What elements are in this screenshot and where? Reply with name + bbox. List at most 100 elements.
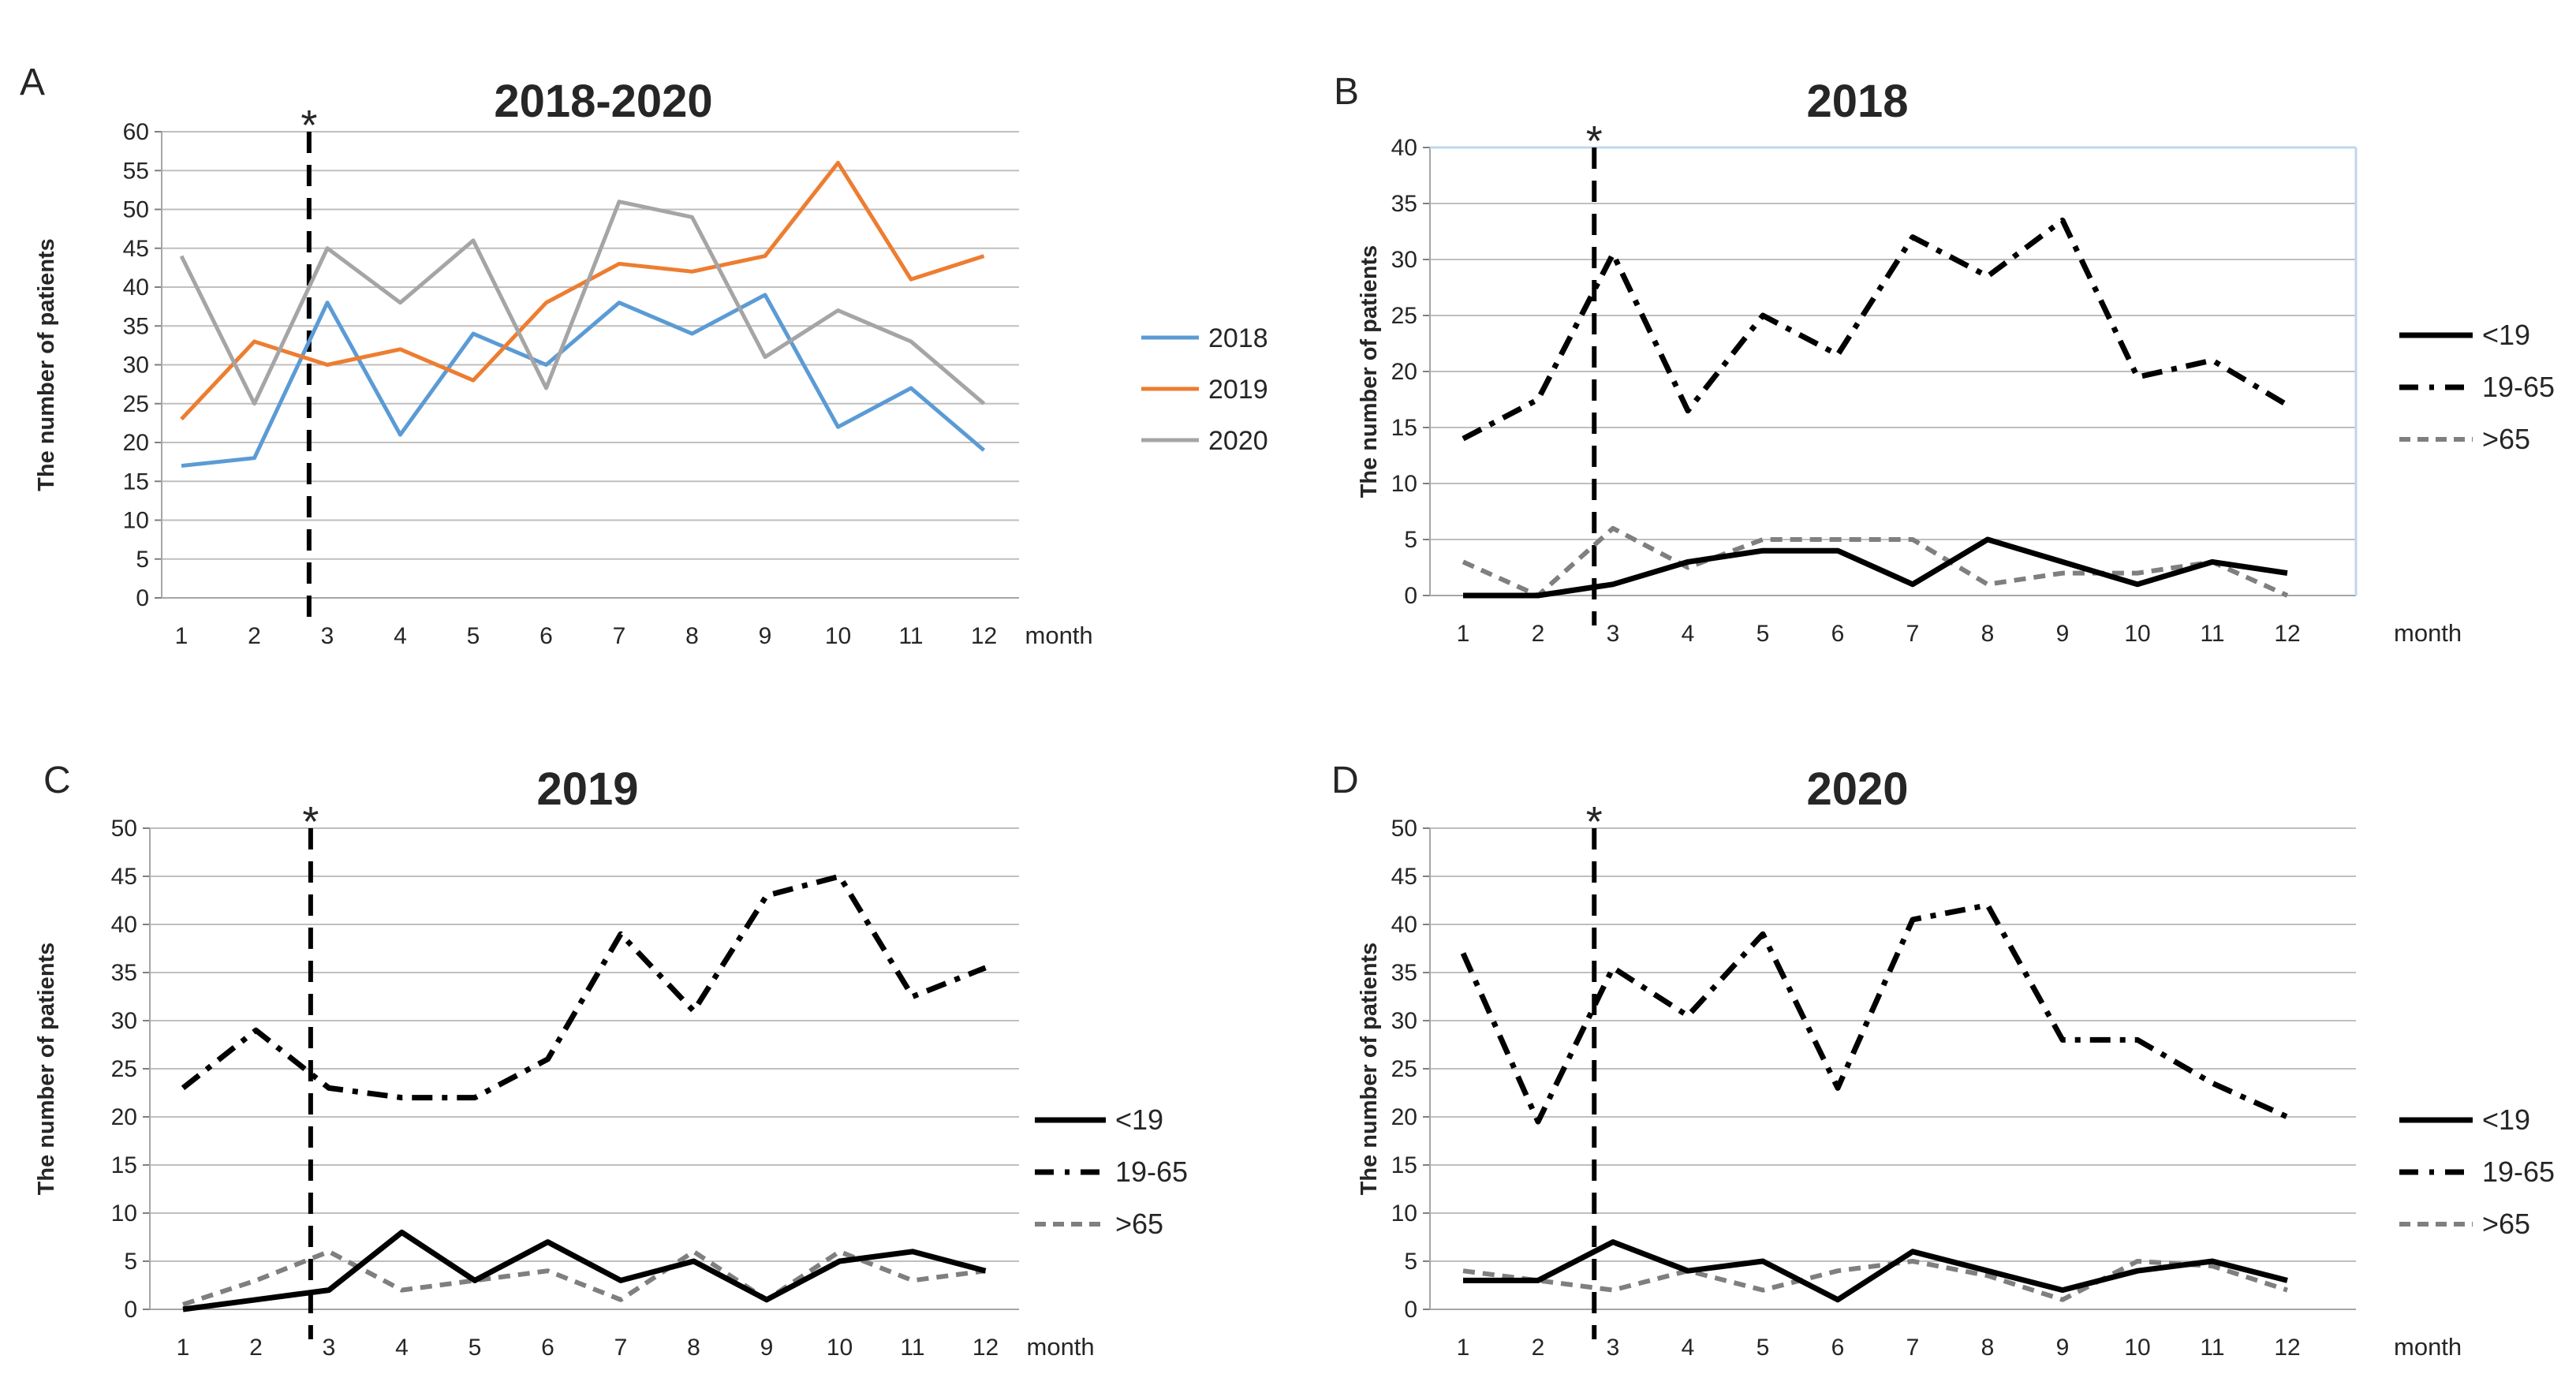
x-tick-label: 12 [973,1335,999,1361]
x-tick-label: 11 [900,1335,924,1361]
panel-title: 2018-2020 [494,76,712,127]
y-tick-label: 15 [1391,1152,1417,1178]
y-tick-label: 50 [123,197,149,223]
y-tick-label: 25 [1391,303,1417,329]
legend-label-<19: <19 [1115,1103,1163,1136]
x-axis-unit-label: month [2394,1333,2462,1361]
y-tick-label: 10 [123,508,149,534]
x-tick-label: 10 [2124,1335,2150,1361]
y-tick-label: 40 [1391,912,1417,938]
x-tick-label: 4 [1682,621,1695,647]
x-tick-label: 12 [2274,1335,2300,1361]
x-tick-label: 10 [827,1335,853,1361]
y-tick-label: 0 [124,1297,137,1323]
panel-title: 2020 [1806,764,1908,815]
panel-title: 2019 [536,764,638,815]
y-tick-label: 20 [123,430,149,456]
gridlines [1423,146,2358,596]
x-tick-label: 5 [469,1335,482,1361]
panel-C: 0 5 10 15 20 25 30 35 40 45 50 1 2 3 4 5 6 7 8 9 10 11 12 month… [0,694,1288,1389]
y-tick-label: 30 [123,353,149,379]
series-line-2018 [181,293,986,469]
y-tick-label: 45 [111,864,137,890]
x-tick-label: 7 [614,1335,628,1361]
legend-label-2019: 2019 [1208,375,1268,405]
series-line-2020 [179,200,986,406]
panel-B: 0 5 10 15 20 25 30 35 40 1 2 3 4 5 6 7 8 9 10 11 12 month * <19… [1288,0,2576,695]
y-tick-label: 50 [111,816,137,842]
y-tick-label: 40 [123,274,149,301]
legend: <19 19-65 >65 [1035,1103,1188,1240]
x-tick-label: 8 [687,1335,700,1361]
y-tick-label: 0 [1404,583,1417,609]
y-tick-label: 0 [136,585,149,611]
y-tick-label: 40 [1391,135,1417,161]
y-tick-label: 5 [1404,1249,1417,1275]
x-tick-label: 11 [2200,621,2224,647]
legend: 2018 2019 2020 [1141,323,1268,456]
y-tick-label: 25 [123,391,149,417]
significance-asterisk: * [1586,118,1603,165]
x-tick-label: 9 [2056,621,2070,647]
x-tick-label: 4 [394,623,407,649]
y-tick-label: 35 [123,313,149,339]
y-tick-label: 15 [1391,415,1417,441]
y-tick-label: 5 [136,547,149,573]
y-tick-label: 25 [1391,1056,1417,1082]
y-tick-label: 35 [1391,191,1417,217]
panel-letter: A [20,62,45,103]
y-axis-label: The number of patients [1357,245,1382,498]
x-tick-label: 7 [613,623,626,649]
legend-label->65: >65 [1115,1208,1163,1240]
x-tick-label: 2 [1532,621,1545,647]
x-tick-label: 5 [467,623,480,649]
panel-D: 0 5 10 15 20 25 30 35 40 45 50 1 2 3 4 5 6 7 8 9 10 11 12 month… [1288,694,2576,1389]
y-tick-label: 30 [1391,247,1417,273]
x-tick-label: 10 [825,623,851,649]
y-axis-label: The number of patients [1357,943,1382,1196]
series-line-<19 [182,1229,987,1312]
x-tick-label: 1 [175,623,189,649]
y-tick-label: 10 [111,1200,137,1227]
x-tick-label: 3 [323,1335,336,1361]
y-tick-label: 20 [1391,359,1417,385]
x-tick-label: 12 [971,623,997,649]
x-tick-label: 6 [1831,1335,1845,1361]
x-tick-label: 4 [1682,1335,1695,1361]
x-tick-label: 1 [1457,1335,1470,1361]
panel-letter: C [43,760,71,801]
gridlines [1423,827,2356,1310]
x-tick-label: 3 [321,623,334,649]
y-axis-label: The number of patients [34,943,59,1196]
y-tick-label: 20 [111,1104,137,1130]
panel-title: 2018 [1806,76,1908,127]
series-line->65 [1462,1259,2288,1302]
y-tick-label: 5 [124,1249,137,1275]
y-axis-label: The number of patients [34,238,59,491]
legend-label-19-65: 19-65 [2482,1156,2555,1188]
series-line-19-65 [181,873,987,1101]
y-tick-label: 50 [1391,816,1417,842]
gridlines [155,131,1019,599]
gridlines [143,827,1019,1310]
x-tick-label: 12 [2274,621,2300,647]
series-line-19-65 [1462,217,2289,442]
x-tick-label: 6 [1831,621,1845,647]
x-axis-unit-label: month [2394,619,2462,647]
x-tick-label: 11 [898,623,923,649]
y-tick-label: 5 [1404,527,1417,553]
legend-label->65: >65 [2482,1208,2530,1240]
x-tick-label: 3 [1607,1335,1620,1361]
x-tick-label: 2 [1532,1335,1545,1361]
x-tick-label: 8 [1981,621,1995,647]
y-tick-label: 30 [111,1008,137,1034]
x-tick-label: 7 [1906,1335,1920,1361]
y-tick-label: 25 [111,1056,137,1082]
x-tick-label: 6 [541,1335,554,1361]
y-tick-label: 55 [123,158,149,184]
